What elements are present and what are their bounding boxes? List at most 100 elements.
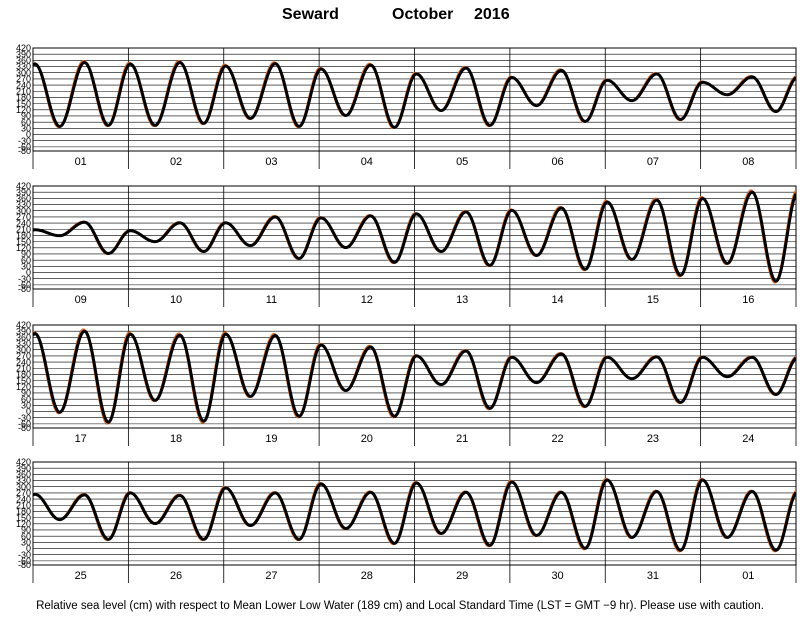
day-label: 06	[551, 156, 563, 168]
y-tick-label: 210	[16, 500, 31, 510]
day-label: 18	[170, 433, 182, 445]
y-tick-label: 30	[21, 124, 31, 134]
day-label: 10	[170, 294, 182, 306]
y-tick-label: 420	[16, 320, 31, 330]
y-tick-label: 390	[16, 187, 31, 197]
y-tick-label: 0	[26, 407, 31, 417]
y-tick-label: 360	[16, 333, 31, 343]
day-label: 25	[75, 570, 87, 582]
y-tick-label: 360	[16, 56, 31, 66]
y-tick-label: 360	[16, 194, 31, 204]
y-tick-label: 300	[16, 345, 31, 355]
y-tick-label: 300	[16, 482, 31, 492]
observed-tide-line	[33, 329, 796, 424]
y-tick-label: 330	[16, 339, 31, 349]
y-tick-label: 90	[21, 111, 31, 121]
tide-chart: 4203903603303002702402101801501209060300…	[16, 43, 797, 583]
y-tick-label: 300	[16, 206, 31, 216]
day-label: 03	[265, 156, 277, 168]
panel-3: 4203903603303002702402101801501209060300…	[16, 320, 797, 446]
y-tick-label: 120	[16, 243, 31, 253]
day-label: 15	[647, 294, 659, 306]
y-tick-label: 390	[16, 326, 31, 336]
y-tick-label: -30	[18, 274, 31, 284]
day-label: 30	[551, 570, 563, 582]
panel-1: 4203903603303002702402101801501209060300…	[16, 43, 797, 169]
y-tick-label: 150	[16, 99, 31, 109]
day-label: 04	[361, 156, 373, 168]
y-tick-label: -60	[18, 280, 31, 290]
y-tick-label: 150	[16, 376, 31, 386]
y-tick-label: 180	[16, 93, 31, 103]
day-label: 19	[265, 433, 277, 445]
y-tick-label: 270	[16, 351, 31, 361]
y-tick-label: -30	[18, 136, 31, 146]
y-tick-label: 90	[21, 249, 31, 259]
day-label: 08	[742, 156, 754, 168]
y-tick-label: 420	[16, 43, 31, 53]
observed-tide-line	[33, 478, 796, 552]
y-tick-label: 210	[16, 86, 31, 96]
day-label: 16	[742, 294, 754, 306]
y-tick-label: 60	[21, 117, 31, 127]
y-tick-label: 180	[16, 507, 31, 517]
day-label: 23	[647, 433, 659, 445]
y-tick-label: 180	[16, 370, 31, 380]
y-tick-label: 0	[26, 544, 31, 554]
day-label: 31	[647, 570, 659, 582]
y-tick-label: 210	[16, 224, 31, 234]
y-tick-label: 240	[16, 494, 31, 504]
y-tick-label: 30	[21, 401, 31, 411]
panel-2: 4203903603303002702402101801501209060300…	[16, 181, 797, 307]
y-tick-label: 0	[26, 130, 31, 140]
y-tick-label: 330	[16, 62, 31, 72]
y-tick-label: 390	[16, 463, 31, 473]
y-tick-label: -80	[18, 560, 31, 570]
title-month: October	[392, 6, 454, 23]
y-tick-label: -30	[18, 413, 31, 423]
day-label: 02	[170, 156, 182, 168]
day-label: 13	[456, 294, 468, 306]
y-tick-label: -80	[18, 284, 31, 294]
station-name: Seward	[282, 6, 339, 23]
day-label: 01	[742, 570, 754, 582]
y-tick-label: 300	[16, 68, 31, 78]
day-label: 09	[75, 294, 87, 306]
y-tick-label: -60	[18, 556, 31, 566]
y-tick-label: 30	[21, 262, 31, 272]
y-tick-label: -80	[18, 423, 31, 433]
y-tick-label: 120	[16, 519, 31, 529]
day-label: 05	[456, 156, 468, 168]
y-tick-label: 60	[21, 531, 31, 541]
day-label: 12	[361, 294, 373, 306]
day-label: 11	[266, 294, 277, 306]
day-label: 24	[742, 433, 754, 445]
day-label: 22	[551, 433, 563, 445]
y-tick-label: 270	[16, 74, 31, 84]
y-tick-label: 120	[16, 382, 31, 392]
chart-footnote: Relative sea level (cm) with respect to …	[36, 600, 764, 612]
day-label: 14	[551, 294, 563, 306]
day-label: 01	[75, 156, 87, 168]
y-tick-label: 360	[16, 470, 31, 480]
title-year: 2016	[474, 6, 510, 23]
y-tick-label: 90	[21, 525, 31, 535]
observed-tide-line	[33, 60, 796, 129]
y-tick-label: 60	[21, 255, 31, 265]
y-tick-label: 270	[16, 212, 31, 222]
y-tick-label: 330	[16, 200, 31, 210]
y-tick-label: 420	[16, 457, 31, 467]
y-tick-label: 330	[16, 476, 31, 486]
y-tick-label: 270	[16, 488, 31, 498]
y-tick-label: 210	[16, 363, 31, 373]
y-tick-label: 90	[21, 388, 31, 398]
y-tick-label: 30	[21, 538, 31, 548]
day-label: 17	[75, 433, 87, 445]
observed-tide-line	[33, 190, 796, 283]
day-label: 27	[265, 570, 277, 582]
y-tick-label: 60	[21, 394, 31, 404]
y-tick-label: 120	[16, 105, 31, 115]
y-tick-label: 240	[16, 218, 31, 228]
y-tick-label: -60	[18, 142, 31, 152]
y-tick-label: -60	[18, 419, 31, 429]
